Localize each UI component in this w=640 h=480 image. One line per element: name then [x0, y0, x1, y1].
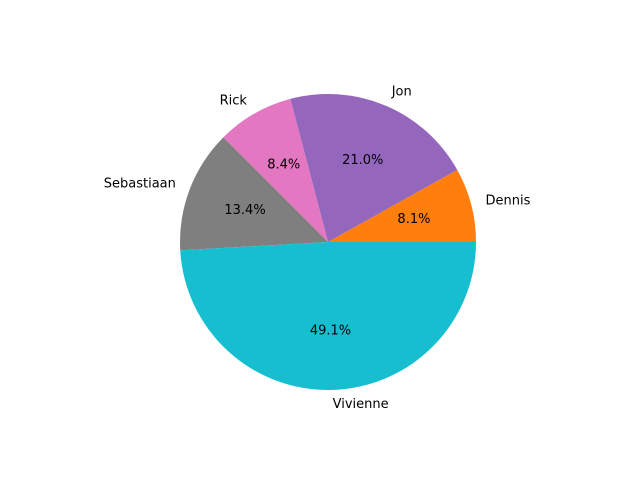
pie-slice-dennis — [328, 169, 476, 242]
pie-labels: Dennis 8.1% Jon 21.0% Rick 8.4% Sebastiaan 13.4… — [104, 85, 531, 413]
pct-label-rick: 8.4% — [267, 158, 300, 173]
slice-label-vivienne: Vivienne — [333, 397, 389, 412]
pie-slice-sebastiaan — [180, 137, 328, 251]
pct-label-jon: 21.0% — [342, 153, 383, 168]
pct-label-dennis: 8.1% — [397, 212, 430, 227]
slice-label-jon: Jon — [391, 85, 412, 100]
pct-label-sebastiaan: 13.4% — [224, 203, 265, 218]
pie-slice-jon — [290, 94, 458, 242]
slice-label-rick: Rick — [220, 93, 248, 108]
pct-label-vivienne: 49.1% — [310, 323, 351, 338]
slice-label-sebastiaan: Sebastiaan — [104, 176, 176, 191]
pie-slice-rick — [223, 98, 328, 242]
pie-slice-vivienne — [180, 242, 476, 391]
pie-slices — [180, 94, 476, 391]
slice-label-dennis: Dennis — [486, 194, 531, 209]
